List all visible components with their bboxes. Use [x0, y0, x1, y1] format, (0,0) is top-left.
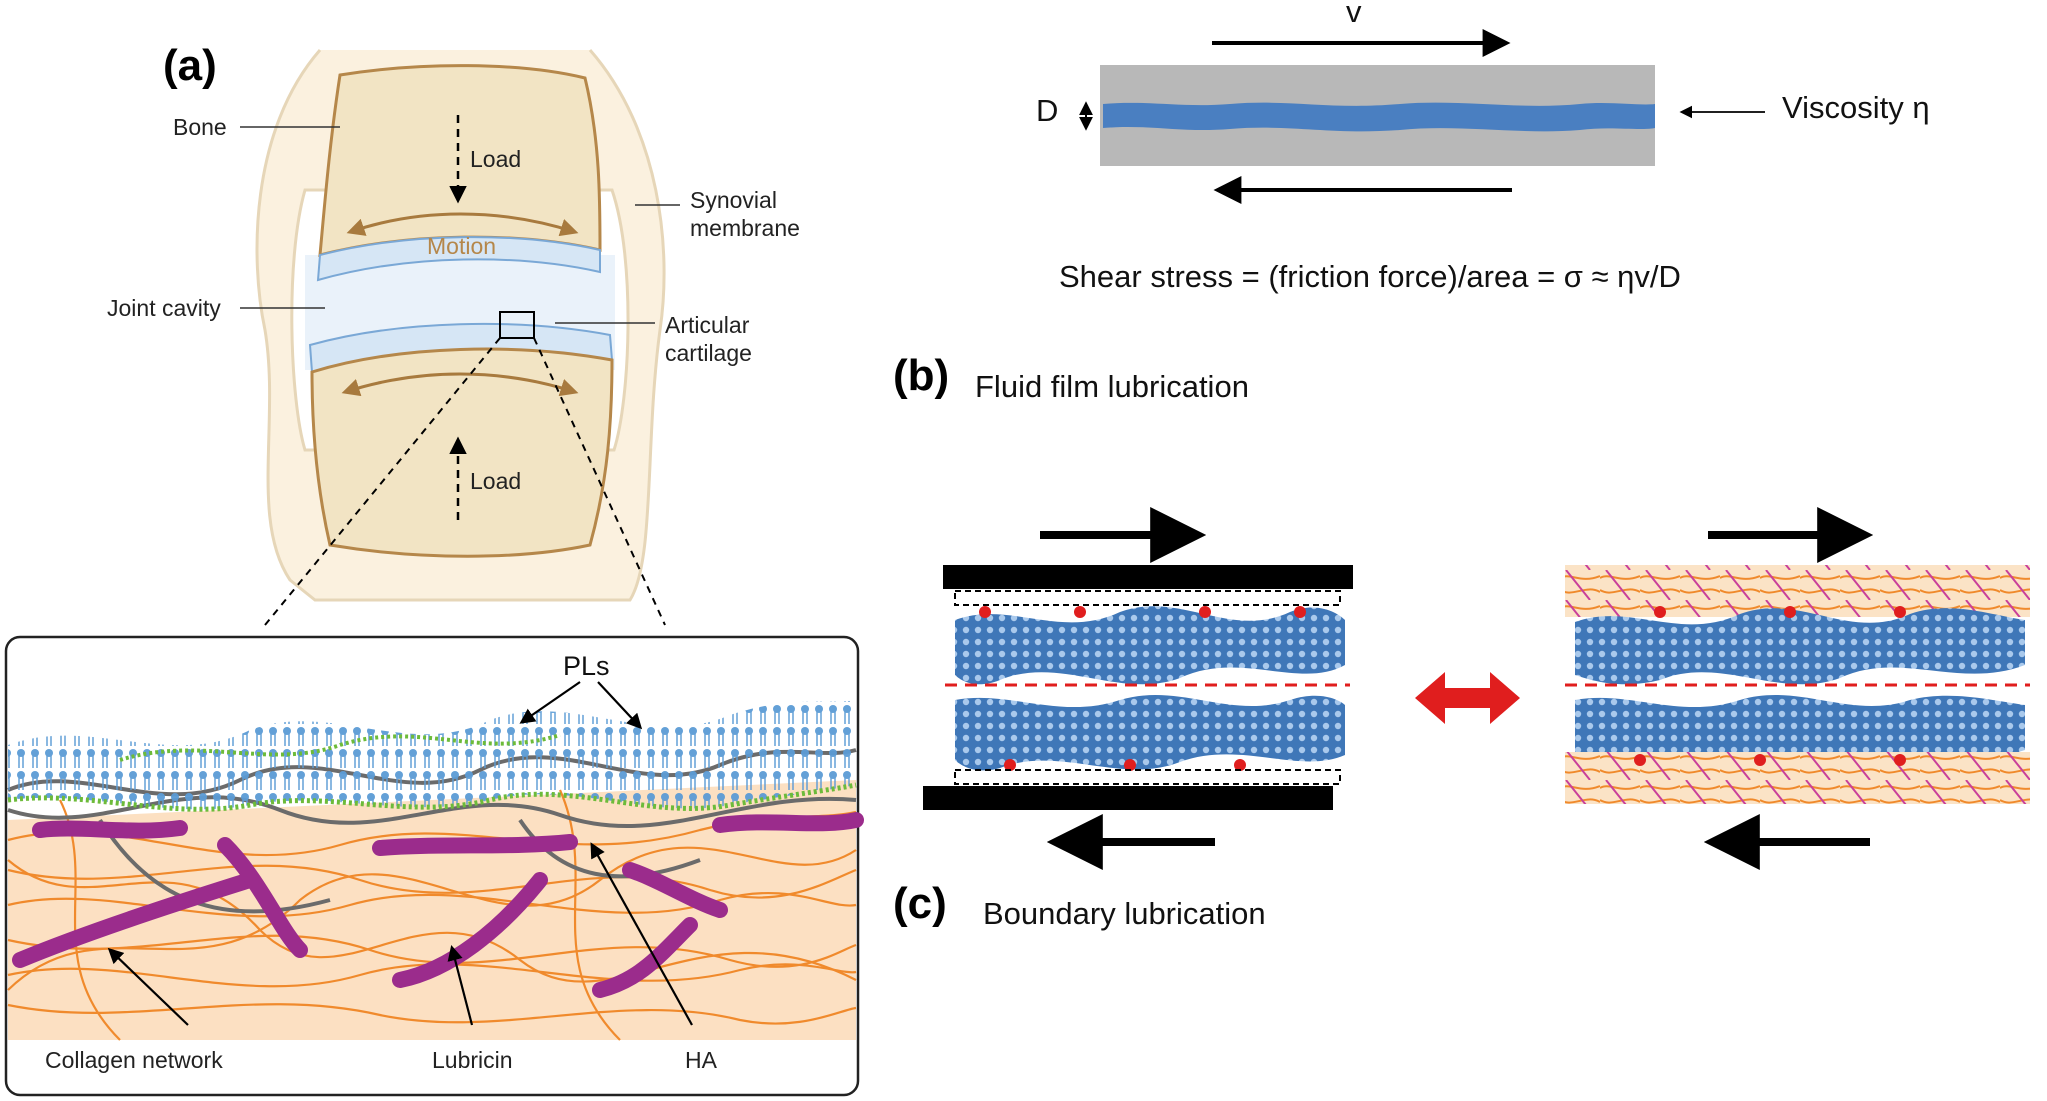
panel-c-label: (c)	[893, 879, 947, 928]
panel-c-title: Boundary lubrication	[983, 896, 1266, 931]
phospholipid-layer	[8, 700, 856, 810]
right-cartilage-surface-system	[1565, 507, 2030, 870]
left-top-protein-layer	[955, 606, 1345, 685]
right-top-protein-layer	[1575, 608, 2025, 685]
panel-a-label: (a)	[163, 41, 217, 90]
zoom-box	[499, 311, 535, 339]
pls-label: PLs	[563, 651, 610, 681]
joint-cavity-label: Joint cavity	[107, 295, 221, 321]
gap-label: D	[1036, 93, 1058, 128]
lubricin-label: Lubricin	[432, 1047, 513, 1073]
ha-label: HA	[685, 1047, 718, 1073]
velocity-label: v	[1346, 0, 1362, 29]
right-bottom-protein-layer	[1575, 695, 2025, 770]
joint-diagram: (a) Bone Load Motion Load Synovial membr…	[107, 41, 800, 626]
boundary-lubrication-diagram: (c) Boundary lubrication	[893, 507, 2030, 931]
motion-arrow-top	[346, 212, 579, 237]
fluid-film-diagram: v D Viscosity η Shear stress = (friction…	[893, 0, 1930, 404]
bottom-bone	[310, 347, 614, 558]
synovial-label-line2: membrane	[690, 215, 800, 241]
cartilage-surface-inset: PLs Collagen network Lubricin HA	[4, 635, 864, 1097]
synovial-label-line1: Synovial	[690, 187, 777, 213]
left-bottom-protein-layer	[955, 695, 1345, 771]
motion-label: Motion	[427, 233, 496, 259]
left-smooth-surface-system	[923, 507, 1353, 870]
articular-label-line2: cartilage	[665, 340, 752, 366]
right-anchor-dots	[1634, 606, 1906, 766]
zoom-line-right	[533, 337, 666, 626]
bone-label: Bone	[173, 114, 227, 140]
left-top-plate	[943, 565, 1353, 589]
viscosity-label: Viscosity η	[1782, 90, 1930, 125]
zoom-line-left	[264, 337, 501, 626]
top-cartilage	[316, 236, 601, 282]
panel-b-label: (b)	[893, 351, 949, 400]
lubricin-molecules	[12, 812, 864, 998]
fluid-film	[1103, 102, 1655, 132]
panel-b-title: Fluid film lubrication	[975, 369, 1249, 404]
shear-stress-equation: Shear stress = (friction force)/area = σ…	[1059, 259, 1681, 294]
equivalence-arrow	[1415, 672, 1520, 724]
motion-arrow-bottom	[341, 372, 579, 397]
articular-label-line1: Articular	[665, 312, 750, 338]
load-top-label: Load	[470, 146, 521, 172]
load-bottom-label: Load	[470, 468, 521, 494]
left-anchor-dots	[979, 606, 1306, 771]
collagen-network-label: Collagen network	[45, 1047, 223, 1073]
left-bottom-plate	[923, 786, 1333, 810]
